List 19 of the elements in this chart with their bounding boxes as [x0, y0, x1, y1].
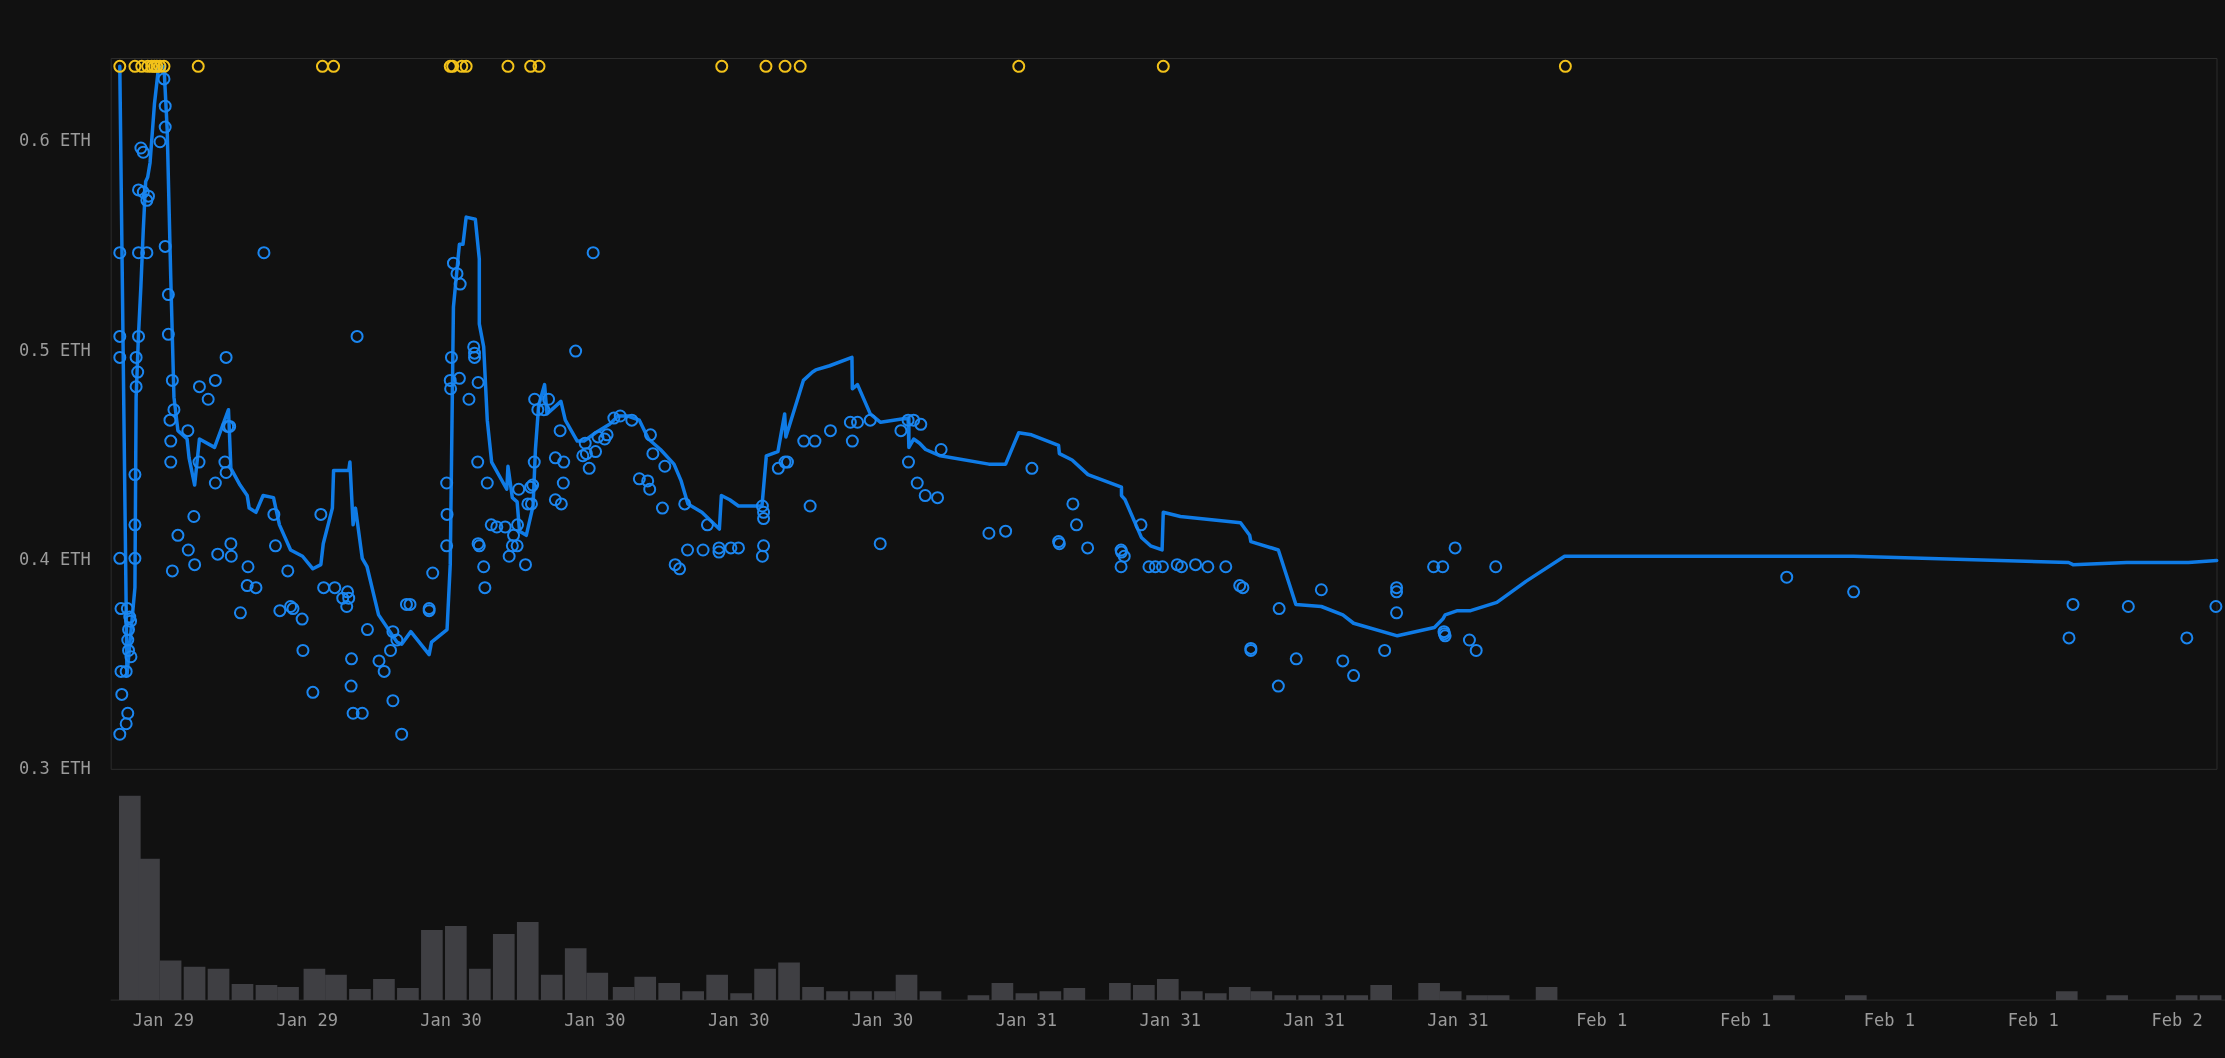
x-tick-label: Jan 30: [851, 1010, 914, 1031]
x-tick-label: Jan 30: [708, 1010, 770, 1031]
y-tick-label: 0.5 ETH: [19, 339, 91, 360]
x-tick-label: Jan 31: [1427, 1010, 1489, 1031]
y-tick-label: 0.6 ETH: [19, 130, 91, 151]
x-tick-label: Feb 1: [2007, 1010, 2059, 1031]
x-tick-label: Jan 31: [1139, 1010, 1201, 1031]
x-tick-label: Jan 29: [276, 1010, 338, 1031]
x-tick-label: Feb 1: [1719, 1010, 1772, 1031]
x-tick-label: Jan 29: [132, 1010, 195, 1031]
x-tick-label: Jan 31: [995, 1010, 1058, 1031]
y-tick-label: 0.3 ETH: [19, 758, 91, 779]
x-tick-label: Jan 31: [1283, 1010, 1345, 1031]
y-tick-label: 0.4 ETH: [19, 548, 91, 569]
x-tick-label: Feb 2: [2151, 1010, 2203, 1031]
x-tick-label: Feb 1: [1863, 1010, 1915, 1031]
x-tick-label: Jan 30: [420, 1010, 482, 1031]
x-tick-label: Feb 1: [1576, 1010, 1628, 1031]
x-tick-label: Jan 30: [564, 1010, 626, 1031]
